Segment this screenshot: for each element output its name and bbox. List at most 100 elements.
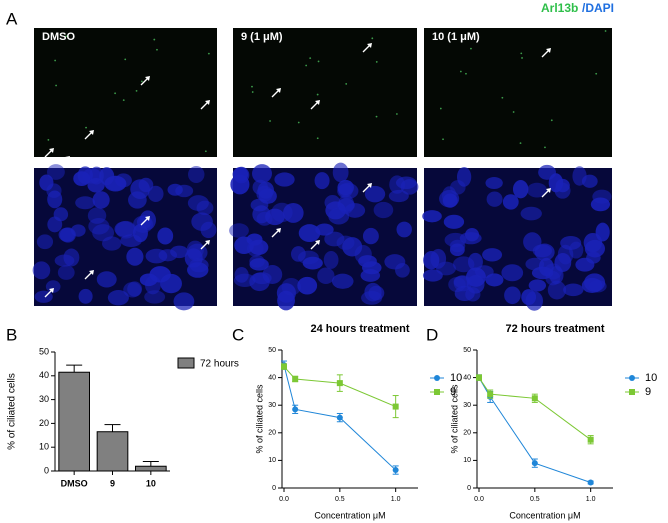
micrograph [424,28,612,157]
cilium-dot [122,99,125,101]
cilium-dot [153,38,156,41]
y-tick-label: 30 [39,394,49,404]
nucleus [128,191,147,209]
y-axis-label: % of ciliated cells [7,373,18,450]
nucleus [170,245,189,259]
cilium-dot [207,52,210,55]
image-label: DMSO [42,31,75,43]
nucleus [528,279,547,292]
cilium-dot [135,90,138,92]
nucleus [474,265,494,279]
cilium-dot [305,64,308,67]
panel-label: D [426,325,438,344]
cilium-dot [375,61,378,63]
y-tick-label: 0 [272,485,276,492]
cilium-dot [371,37,374,40]
cilium-dot [520,52,523,55]
cilium-dot [317,60,320,63]
nucleus [138,177,154,193]
cilium-dot [114,92,117,95]
nucleus [257,181,275,199]
cilium-dot [470,47,472,50]
series-line [283,365,397,471]
legend-marker [629,375,635,381]
nucleus [592,189,612,204]
arrow-head [367,183,372,188]
nucleus [173,292,195,311]
arrow-head [65,16,70,21]
arrow-head [546,188,551,193]
nucleus [230,174,250,195]
arrow-head [546,48,551,53]
cilium-dot [251,85,253,88]
legend-label: 10 [450,372,462,384]
legend-marker [434,375,440,381]
y-axis-label: % of ciliated cells [254,384,264,454]
x-tick-label: 0.5 [530,496,540,503]
nucleus [196,200,214,216]
nucleus [57,265,75,280]
cilium-dot [316,93,319,96]
nucleus [115,220,137,239]
arrow-head [89,270,94,275]
arrow-head [145,76,150,81]
nucleus [364,282,382,302]
nucleus [422,269,443,282]
y-tick-label: 40 [463,374,471,381]
point [292,375,299,382]
y-tick-label: 50 [463,347,471,354]
y-tick-label: 30 [463,402,471,409]
series-line [478,377,591,441]
cilium-dot [140,80,143,83]
cilium-dot [442,138,444,141]
chart-title: 72 hours treatment [505,323,604,335]
point [487,391,494,398]
nucleus [157,227,174,245]
legend-label: 10 [645,372,657,384]
nucleus [449,239,466,253]
cilium-dot [124,58,127,61]
nucleus [328,207,350,225]
nucleus [501,264,524,282]
point [281,363,287,370]
nucleus [147,185,164,203]
point [476,374,482,381]
nucleus [362,261,382,275]
micrographs: DMSO 9 (1 μM) 10 (1 μM) [32,16,612,311]
cilium-dot [269,120,271,122]
nucleus [486,191,503,207]
panel-label: C [232,325,244,344]
point [392,467,399,474]
point [336,414,343,421]
nucleus [575,257,595,272]
cilium-dot [501,96,504,99]
legend-marker [434,389,440,395]
nucleus [252,272,272,285]
nucleus [323,251,339,269]
nucleus [297,250,319,265]
x-tick-label: DMSO [61,478,88,488]
nucleus [482,248,503,262]
y-axis-label: % of ciliated cells [449,384,459,454]
nucleus [464,228,480,242]
x-axis-label: Concentration μM [314,510,385,520]
nucleus [314,172,330,190]
nucleus [282,202,304,223]
arrow-head [49,148,54,153]
nucleus [298,224,321,243]
nucleus [560,235,582,250]
nucleus [443,214,465,229]
panel-label: A [6,9,18,28]
nucleus [120,234,142,248]
nucleus [256,211,273,226]
arrow-head [205,240,210,245]
nucleus [362,227,379,245]
bar [96,431,129,472]
nucleus [395,263,410,278]
cilium-dot [550,119,553,122]
bar [58,371,90,472]
series-line [283,366,396,408]
legend-label: 9 [645,386,651,398]
cilium-dot [459,70,462,73]
legend-marker [629,389,635,395]
